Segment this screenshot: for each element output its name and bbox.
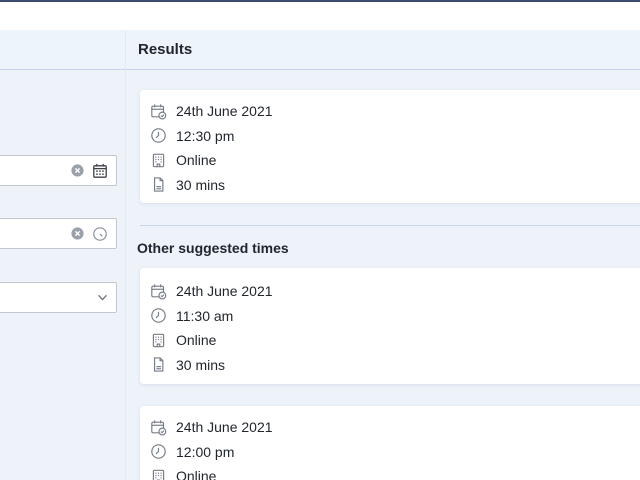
result-time: 11:30 am [176, 307, 234, 324]
section-divider [140, 225, 640, 226]
top-accent-bar [0, 0, 640, 2]
result-duration-row: 30 mins [140, 353, 640, 378]
header-white-strip [0, 2, 640, 30]
result-time-row: 11:30 am [140, 304, 640, 329]
calendar-picker-icon[interactable] [92, 163, 108, 179]
result-time: 12:30 pm [176, 127, 235, 144]
clear-time-icon[interactable] [71, 227, 84, 240]
result-duration: 30 mins [176, 356, 226, 373]
result-location-row: Online [140, 148, 640, 173]
result-time-row: 12:30 pm [140, 124, 640, 149]
result-date: 24th June 2021 [176, 103, 273, 120]
calendar-check-icon [151, 104, 167, 120]
time-input[interactable] [0, 225, 63, 242]
result-card-primary[interactable]: 24th June 2021 12:30 pm Online [140, 90, 640, 203]
document-icon [153, 177, 164, 192]
chevron-down-icon [98, 294, 107, 301]
type-select-value[interactable] [0, 289, 89, 306]
date-field[interactable] [0, 155, 117, 186]
results-header-band: Results [0, 30, 640, 70]
clock-icon [151, 444, 166, 460]
clear-date-icon[interactable] [71, 164, 84, 177]
result-location: Online [176, 152, 217, 169]
result-date: 24th June 2021 [176, 283, 273, 300]
calendar-check-icon [151, 284, 167, 300]
type-select[interactable] [0, 282, 117, 313]
result-time: 12:00 pm [176, 443, 235, 460]
time-field[interactable] [0, 218, 117, 249]
result-date: 24th June 2021 [176, 419, 273, 436]
calendar-check-icon [151, 420, 167, 436]
date-input[interactable] [0, 162, 63, 179]
document-icon [153, 357, 164, 372]
result-duration-row: 30 mins [140, 173, 640, 198]
result-duration: 30 mins [176, 176, 226, 193]
clock-icon [151, 128, 166, 144]
result-time-row: 12:00 pm [140, 440, 640, 465]
result-date-row: 24th June 2021 [140, 415, 640, 440]
result-location-row: Online [140, 328, 640, 353]
building-icon [152, 469, 165, 480]
result-location-row: Online [140, 464, 640, 480]
results-title: Results [138, 41, 193, 58]
result-location: Online [176, 332, 217, 349]
panel-divider [125, 30, 126, 480]
result-card-suggestion-1[interactable]: 24th June 2021 11:30 am Online [140, 268, 640, 384]
building-icon [152, 333, 165, 347]
clock-icon [151, 308, 166, 324]
result-date-row: 24th June 2021 [140, 99, 640, 124]
building-icon [152, 153, 165, 167]
result-date-row: 24th June 2021 [140, 279, 640, 304]
other-suggested-heading: Other suggested times [137, 240, 289, 256]
clock-picker-icon[interactable] [92, 226, 108, 242]
result-card-suggestion-2[interactable]: 24th June 2021 12:00 pm Online [140, 406, 640, 480]
result-location: Online [176, 468, 217, 480]
